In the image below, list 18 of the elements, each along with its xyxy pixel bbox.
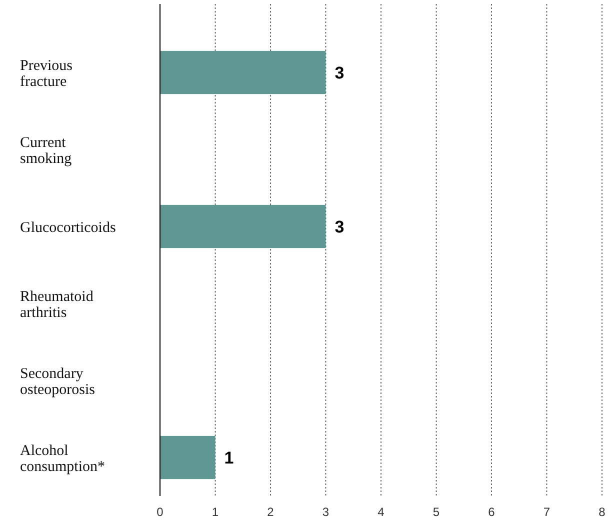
x-tick-label: 0 (156, 505, 164, 519)
data-label: 1 (224, 448, 234, 468)
y-tick-label: Previous fracture (20, 58, 73, 90)
y-tick-label: Secondary osteoporosis (20, 366, 96, 398)
x-tick-label: 7 (543, 505, 550, 519)
y-tick-label: Alcohol consumption* (20, 442, 105, 475)
y-tick-label: Current smoking (20, 134, 72, 167)
data-label: 3 (334, 218, 344, 237)
x-tick-label: 6 (488, 505, 496, 519)
x-tick-label: 1 (212, 505, 219, 519)
x-tick-label: 8 (598, 505, 606, 519)
data-label: 3 (334, 64, 344, 83)
x-tick-label: 2 (267, 505, 274, 519)
y-tick-label: Rheumatoid arthritis (20, 288, 94, 321)
y-tick-label: Glucocorticoids (20, 220, 116, 236)
x-tick-label: 5 (432, 505, 440, 519)
x-tick-label: 4 (378, 505, 385, 519)
x-tick-label: 3 (322, 505, 330, 519)
